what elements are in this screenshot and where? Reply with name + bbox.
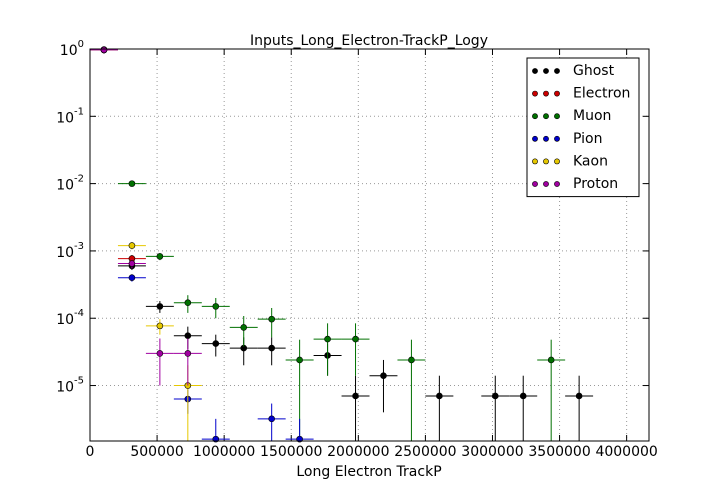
legend-label: Ghost xyxy=(573,63,615,79)
data-point xyxy=(408,356,415,364)
data-point xyxy=(128,260,136,267)
y-tick-base: 10 xyxy=(56,110,74,126)
data-point xyxy=(268,344,275,352)
data-point xyxy=(184,299,192,307)
legend-marker xyxy=(554,113,560,120)
legend-marker xyxy=(532,90,538,97)
data-point xyxy=(128,242,136,249)
data-point xyxy=(268,315,275,323)
legend-marker xyxy=(554,158,560,165)
x-tick-label: 2000000 xyxy=(327,444,389,460)
legend-marker xyxy=(532,113,538,120)
legend-marker xyxy=(543,113,549,120)
y-tick-label: 10-3 xyxy=(56,241,84,261)
legend-marker xyxy=(554,90,560,97)
data-point xyxy=(352,335,359,343)
data-point xyxy=(491,392,499,400)
y-tick-label: 10-2 xyxy=(56,174,84,194)
data-point xyxy=(156,350,164,357)
x-tick-label: 2500000 xyxy=(394,444,456,460)
x-axis-label: Long Electron TrackP xyxy=(296,464,441,480)
x-tick-label: 500000 xyxy=(130,444,183,460)
x-tick-label: 3000000 xyxy=(461,444,523,460)
data-point xyxy=(519,392,527,400)
y-tick-base: 10 xyxy=(60,43,78,59)
y-tick-label: 10-1 xyxy=(56,106,84,126)
data-point xyxy=(380,372,387,380)
x-tick-label: 1000000 xyxy=(193,444,255,460)
chart-title: Inputs_Long_Electron-TrackP_Logy xyxy=(250,33,488,49)
x-tick-label: 4000000 xyxy=(595,444,657,460)
data-point xyxy=(575,392,583,400)
legend-box xyxy=(526,57,640,198)
legend-marker xyxy=(532,181,538,187)
y-tick-base: 10 xyxy=(56,380,74,396)
data-point xyxy=(212,303,220,310)
legend-marker xyxy=(554,68,560,74)
legend-marker xyxy=(543,68,549,74)
data-point xyxy=(156,303,164,310)
data-point xyxy=(128,180,136,187)
y-tick-power: 0 xyxy=(78,39,84,50)
y-tick-label: 10-4 xyxy=(56,308,84,328)
data-point xyxy=(156,322,164,330)
data-point xyxy=(296,356,303,364)
plot-frame xyxy=(89,48,650,442)
legend-label: Proton xyxy=(573,176,618,192)
y-tick-power: -2 xyxy=(74,174,84,185)
data-point xyxy=(212,340,220,347)
legend-marker xyxy=(543,90,549,97)
x-tick-label: 0 xyxy=(86,444,95,460)
data-point xyxy=(156,253,164,260)
data-point xyxy=(324,335,331,343)
data-point xyxy=(100,46,108,54)
data-point xyxy=(436,392,443,400)
y-tick-power: -1 xyxy=(74,106,84,117)
legend-marker xyxy=(532,135,538,142)
legend-marker xyxy=(554,135,560,142)
legend-label: Muon xyxy=(573,108,611,124)
x-tick-label: 3500000 xyxy=(528,444,590,460)
legend-marker xyxy=(543,181,549,187)
data-point xyxy=(547,356,555,364)
y-tick-power: -3 xyxy=(74,241,84,252)
y-tick-base: 10 xyxy=(56,245,74,261)
legend-marker xyxy=(532,158,538,165)
data-point xyxy=(128,274,136,282)
data-point xyxy=(184,350,192,357)
legend-marker xyxy=(554,181,560,187)
legend-marker xyxy=(532,68,538,74)
legend-label: Pion xyxy=(573,131,602,147)
y-tick-label: 10-5 xyxy=(56,376,84,396)
y-tick-base: 10 xyxy=(56,312,74,328)
y-tick-base: 10 xyxy=(56,178,74,194)
y-tick-power: -5 xyxy=(74,376,84,387)
data-point xyxy=(352,392,359,400)
legend-marker xyxy=(543,158,549,165)
x-tick-label: 1500000 xyxy=(260,444,322,460)
y-tick-power: -4 xyxy=(74,308,84,319)
legend-label: Kaon xyxy=(573,153,608,169)
y-tick-label: 100 xyxy=(60,39,84,59)
data-point xyxy=(268,415,275,423)
legend-label: Electron xyxy=(573,86,630,102)
data-point xyxy=(240,324,248,331)
legend-marker xyxy=(543,135,549,142)
data-point xyxy=(184,332,192,340)
